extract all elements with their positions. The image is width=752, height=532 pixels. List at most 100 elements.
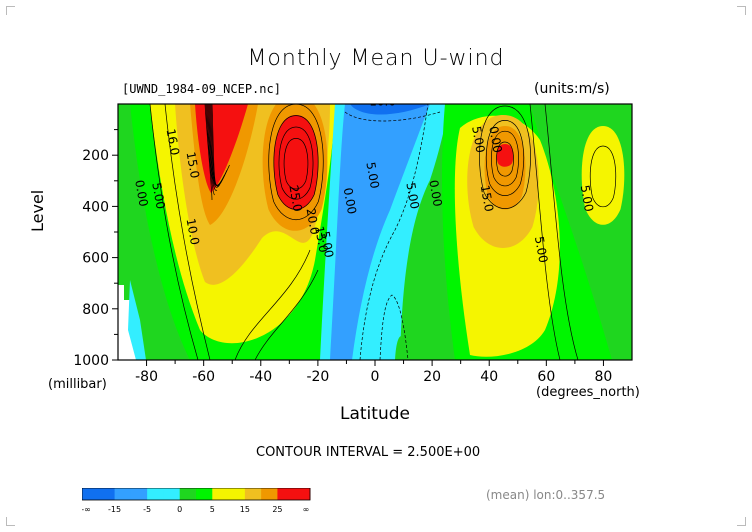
contour-line bbox=[283, 138, 309, 190]
contour-line bbox=[273, 115, 319, 210]
band-0-5 bbox=[395, 336, 408, 360]
contour-label: 0.00 bbox=[486, 125, 504, 154]
contour-line bbox=[164, 104, 211, 360]
contour-line bbox=[254, 269, 319, 360]
contour-label: 5.00 bbox=[403, 181, 421, 210]
contour-label: 16.0 bbox=[164, 128, 182, 157]
y-tick-label: 600 bbox=[82, 251, 109, 267]
colorbar-swatch bbox=[98, 488, 116, 500]
contour-label: 10.0 bbox=[369, 94, 396, 108]
contour-line bbox=[359, 104, 429, 360]
contour-line bbox=[379, 294, 409, 360]
contour-label: 25.0 bbox=[286, 184, 304, 213]
contour-label: 5.00 bbox=[363, 161, 381, 190]
chart-title: Monthly Mean U-wind bbox=[247, 46, 505, 71]
y-tick-label: 800 bbox=[82, 302, 109, 318]
colorbar: -∞ -15 -5 0 5 15 25 ∞ bbox=[82, 488, 311, 514]
contour-line bbox=[206, 104, 218, 191]
colorbar-swatch bbox=[82, 488, 99, 500]
y-tick-label: 400 bbox=[82, 199, 109, 215]
x-axis-label: Latitude bbox=[340, 404, 410, 424]
colorbar-swatch bbox=[163, 488, 181, 500]
colorbar-tick-label: 25 bbox=[272, 505, 282, 514]
colorbar-swatch bbox=[277, 488, 295, 500]
colorbar-tick-label: 15 bbox=[240, 505, 250, 514]
colorbar-swatch bbox=[261, 488, 278, 500]
band-m5-0 bbox=[128, 280, 146, 360]
x-tick-label: -80 bbox=[135, 369, 158, 385]
colorbar-swatch bbox=[147, 488, 164, 500]
contour-label: 10.0 bbox=[184, 217, 202, 246]
band-gt-25 bbox=[273, 115, 319, 210]
colorbar-swatch bbox=[179, 488, 197, 500]
band-lt-m10 bbox=[350, 104, 430, 115]
contour-line bbox=[485, 120, 525, 196]
colorbar-swatch bbox=[212, 488, 230, 500]
corner-mark bbox=[737, 6, 746, 15]
colorbar-swatch bbox=[130, 488, 148, 500]
x-tick-label: -20 bbox=[306, 369, 329, 385]
contour-label: 0.00 bbox=[341, 187, 359, 216]
contour-label: 5.00 bbox=[469, 125, 487, 154]
x-axis-unit: (degrees_north) bbox=[536, 385, 640, 400]
contour-line bbox=[211, 104, 230, 187]
band-m10-m5 bbox=[330, 104, 430, 360]
corner-mark bbox=[6, 6, 15, 15]
contour-label: 5.00 bbox=[578, 184, 596, 213]
x-tick-label: 80 bbox=[595, 369, 613, 385]
y-tick-label: 1000 bbox=[73, 353, 109, 369]
colorbar-swatch bbox=[114, 488, 132, 500]
corner-mark bbox=[737, 517, 746, 526]
contour-line bbox=[204, 104, 213, 201]
contour-label: 5.00 bbox=[318, 230, 336, 259]
contour-line bbox=[234, 249, 311, 360]
colorbar-tick-label: ∞ bbox=[303, 505, 310, 514]
contour-line bbox=[268, 104, 324, 220]
band-gt-25 bbox=[496, 144, 514, 167]
file-label: [UWND_1984-09_NCEP.nc] bbox=[122, 82, 281, 96]
contour-label: 0.00 bbox=[426, 179, 444, 208]
colorbar-tick-label: 5 bbox=[210, 505, 215, 514]
colorbar-tick-label: -∞ bbox=[82, 505, 91, 514]
contour-line bbox=[207, 104, 220, 188]
contour-label: 20.0 bbox=[304, 207, 322, 236]
contour-line bbox=[149, 104, 199, 360]
contour-line bbox=[479, 105, 531, 209]
contour-line bbox=[496, 141, 514, 177]
colorbar-swatch bbox=[228, 488, 246, 500]
x-tick-label: 0 bbox=[371, 369, 380, 385]
contour-label: 5.00 bbox=[532, 235, 550, 264]
contour-interval-text: CONTOUR INTERVAL = 2.500E+00 bbox=[256, 445, 481, 460]
colorbar-swatch bbox=[196, 488, 213, 500]
contour-label: 15.0 bbox=[478, 184, 496, 213]
corner-mark bbox=[6, 517, 15, 526]
x-tick-label: -60 bbox=[192, 369, 215, 385]
x-tick-label: -40 bbox=[249, 369, 272, 385]
contour-line bbox=[205, 104, 215, 196]
contour-label: 0.00 bbox=[132, 179, 150, 208]
contour-line bbox=[589, 145, 617, 208]
x-tick-label: 60 bbox=[537, 369, 555, 385]
colorbar-swatch bbox=[293, 488, 311, 500]
contour-line bbox=[529, 104, 561, 360]
colorbar-tick-label: 0 bbox=[177, 505, 182, 514]
x-tick-label: 20 bbox=[423, 369, 441, 385]
contour-line bbox=[544, 104, 579, 360]
contour-label: 5.00 bbox=[149, 181, 167, 210]
x-tick-label: 40 bbox=[480, 369, 498, 385]
y-tick-label: 200 bbox=[82, 148, 109, 164]
contour-label: 15.0 bbox=[184, 151, 202, 180]
y-axis-label: Level bbox=[28, 189, 47, 232]
colorbar-tick-label: -15 bbox=[108, 505, 121, 514]
contour-line bbox=[278, 126, 314, 200]
y-axis-unit: (millibar) bbox=[48, 377, 107, 392]
colorbar-frame bbox=[82, 488, 311, 501]
contour-fill-layer: 10.016.015.00.005.0010.025.020.015.05.00… bbox=[118, 94, 632, 360]
contour-line bbox=[210, 104, 228, 186]
contour-label: 15.0 bbox=[312, 225, 330, 254]
contour-line bbox=[491, 130, 519, 187]
colorbar-tick-label: -5 bbox=[143, 505, 151, 514]
band-20-25 bbox=[484, 126, 526, 210]
